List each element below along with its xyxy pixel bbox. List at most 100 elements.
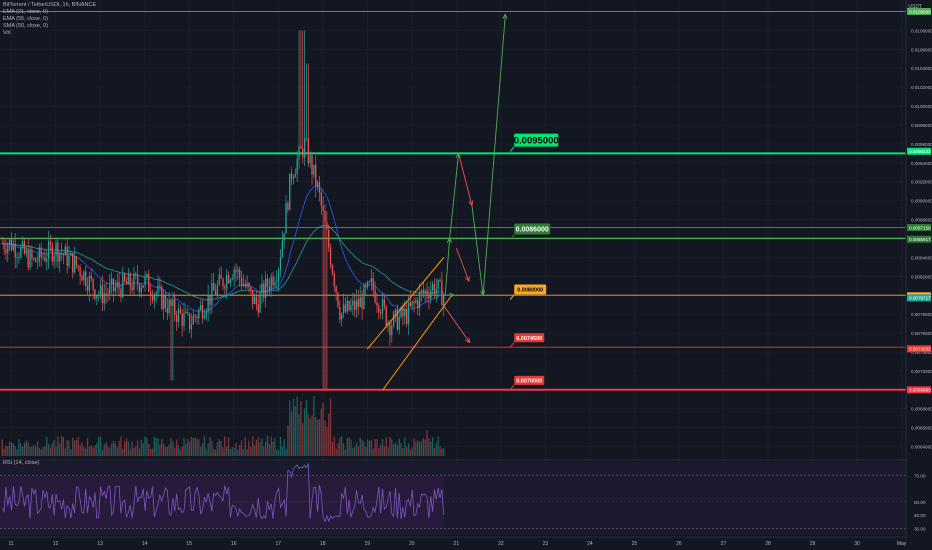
date-tick-label: 16: [231, 541, 237, 547]
volume-bar: [276, 449, 278, 456]
candle-body: [18, 257, 20, 258]
candle-body: [205, 311, 207, 316]
candle-body: [277, 270, 280, 282]
volume-bar: [407, 443, 410, 456]
volume-bar: [380, 444, 382, 456]
price-tag: [907, 7, 931, 15]
price-tag: [907, 294, 931, 302]
candle-body: [7, 245, 9, 254]
candle-body: [259, 292, 261, 313]
candle-body: [14, 243, 16, 258]
volume-bar: [129, 449, 131, 456]
legend-volume: Vol: [3, 30, 11, 36]
volume-bar: [394, 442, 397, 456]
volume-bar: [194, 437, 196, 456]
volume-bar: [298, 414, 300, 456]
volume-bar: [151, 448, 154, 456]
candle-body: [188, 313, 191, 330]
candle-body: [264, 278, 267, 298]
price-tick-label: 0.0072000: [911, 369, 932, 374]
volume-bar: [85, 448, 87, 456]
volume-bar: [391, 439, 393, 456]
volume-bar: [172, 441, 174, 456]
price-tag-label: 0.0095222: [909, 149, 931, 154]
volume-bar: [157, 438, 159, 456]
volume-bar: [44, 446, 46, 456]
candle-body: [59, 252, 61, 262]
candle-body: [60, 252, 63, 254]
candle-body: [166, 308, 168, 314]
price-tick-label: 0.0066000: [911, 426, 932, 431]
candle-body: [392, 312, 395, 326]
volume-bar: [64, 448, 66, 456]
candle-body: [441, 280, 443, 306]
candle-body: [374, 289, 376, 303]
candle-body: [383, 299, 386, 307]
volume-bar: [359, 437, 361, 456]
volume-bar: [12, 443, 15, 456]
candle-body: [218, 274, 220, 285]
volume-bar: [246, 449, 248, 456]
arrow-to-top-target: [482, 13, 508, 296]
candle-body: [418, 291, 421, 308]
date-tick-label: 24: [587, 541, 593, 547]
date-tick-label: 14: [142, 541, 148, 547]
candle-body: [311, 155, 313, 175]
volume-bar: [153, 437, 155, 456]
volume-bar: [131, 441, 133, 456]
candle-body: [287, 202, 289, 210]
candle-body: [233, 269, 235, 278]
candle-body: [175, 315, 178, 322]
volume-bar: [285, 448, 287, 456]
volume-bar: [385, 437, 387, 456]
candle-body: [187, 312, 189, 314]
arrow-pullback-2-head: [464, 276, 470, 282]
candle-body: [116, 282, 118, 288]
volume-bar: [105, 442, 107, 456]
candle-body: [337, 292, 339, 308]
volume-bar: [378, 448, 380, 456]
candle-body: [367, 281, 369, 288]
legend-sma-50: SMA (50, close, 0): [3, 23, 48, 29]
candle-body: [385, 306, 387, 326]
arrow-to-top-target-head: [502, 13, 508, 20]
candle-body: [38, 247, 40, 262]
volume-bar: [346, 438, 348, 456]
price-tag: [907, 224, 931, 232]
candle-body: [77, 265, 79, 268]
candle-body: [404, 309, 406, 317]
volume-bar: [120, 436, 122, 456]
date-tick-label: 22: [498, 541, 504, 547]
candle-body: [161, 286, 163, 309]
candle-body: [229, 279, 232, 284]
candle-body: [170, 299, 172, 307]
volume-bar: [367, 439, 369, 456]
candle-body: [270, 276, 272, 290]
rsi-line: [1, 463, 445, 523]
candle-body: [402, 307, 404, 317]
candle-body: [391, 325, 393, 336]
volume-bar: [42, 447, 44, 456]
candle-body: [92, 278, 94, 290]
candle-body: [372, 278, 374, 290]
volume-bar: [14, 446, 16, 456]
volume-bar: [213, 448, 215, 456]
candle-body: [341, 313, 343, 320]
annotation-box: [514, 284, 547, 295]
candle-body: [305, 138, 308, 139]
candle-body: [36, 261, 39, 263]
candle-body: [376, 302, 378, 306]
candle-body: [370, 278, 373, 282]
date-tick-label: 30: [854, 541, 860, 547]
candle-body: [209, 295, 211, 305]
volume-bar: [211, 440, 213, 456]
candle-body: [49, 241, 52, 246]
volume-bar: [66, 440, 68, 456]
arrow-breakdown-head: [465, 337, 471, 344]
volume-bar: [185, 443, 187, 456]
candle-body: [328, 229, 330, 248]
candle-body: [248, 282, 250, 288]
annotation-box: [514, 333, 545, 343]
candle-body: [198, 309, 200, 319]
